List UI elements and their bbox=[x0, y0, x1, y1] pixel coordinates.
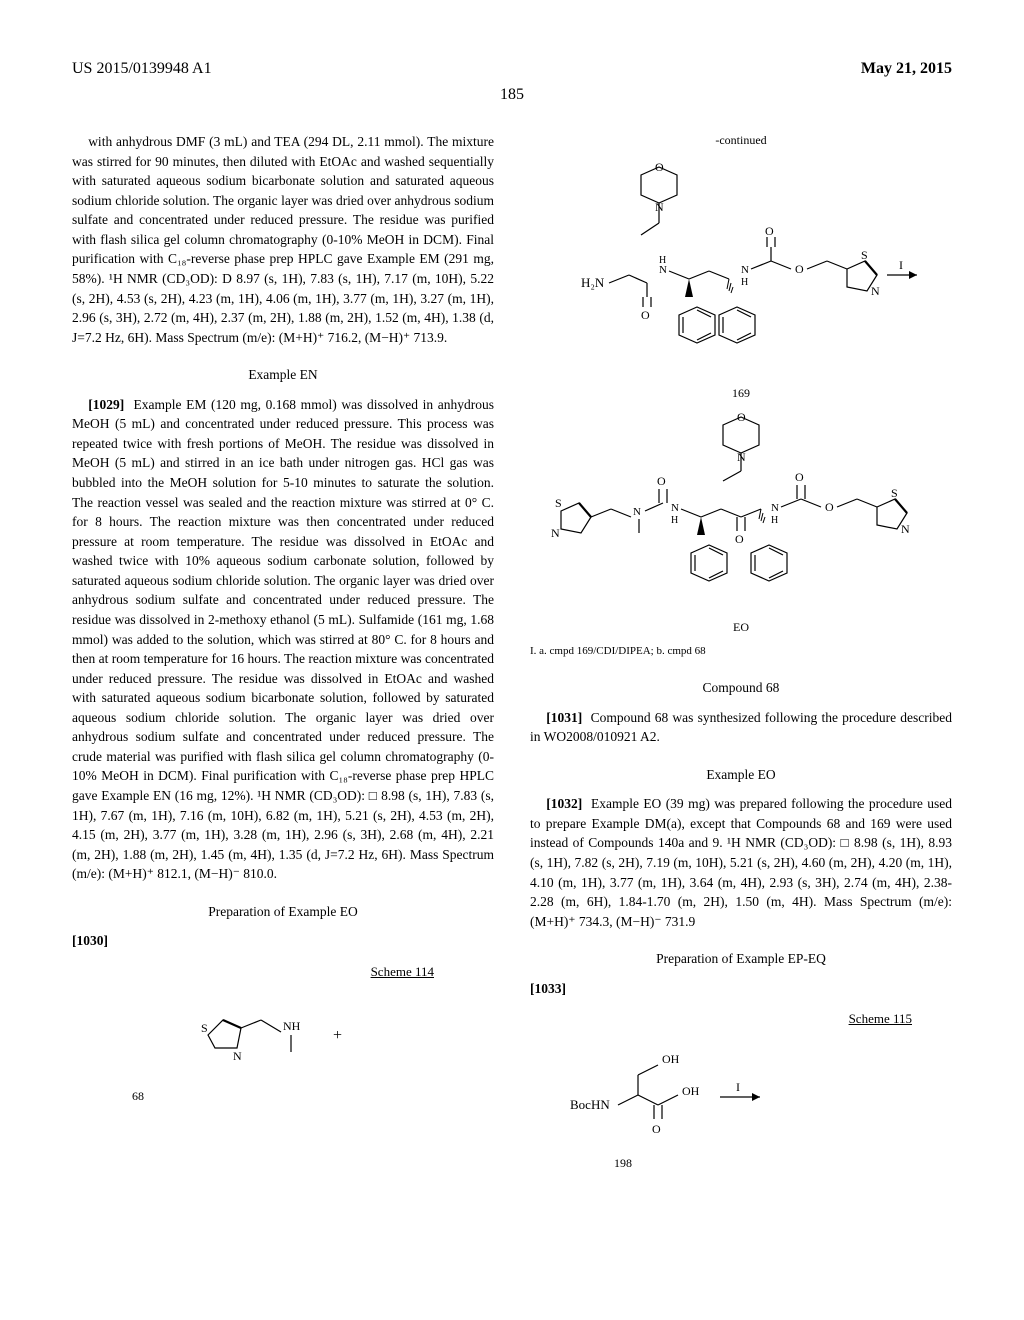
prep-heading: Preparation of Example EO bbox=[72, 902, 494, 922]
svg-text:I: I bbox=[899, 258, 903, 272]
right-column: -continued O N H₂N bbox=[530, 132, 952, 1181]
patent-number: US 2015/0139948 A1 bbox=[72, 60, 212, 78]
scheme-label: Scheme 114 bbox=[72, 963, 434, 982]
body-text: 1029 Example EM (120 mg, 0.168 mmol) was… bbox=[72, 395, 494, 884]
svg-text:N: N bbox=[633, 506, 641, 518]
paragraph-body: Example EO (39 mg) was prepared followin… bbox=[530, 796, 952, 928]
svg-text:O: O bbox=[657, 474, 666, 488]
svg-text:N: N bbox=[871, 284, 880, 298]
svg-text:S: S bbox=[891, 486, 898, 500]
example-heading: Example EN bbox=[72, 365, 494, 385]
chemical-structure-169: O N H₂N O N bbox=[530, 157, 952, 377]
publication-date: May 21, 2015 bbox=[861, 60, 952, 78]
paragraph-number: 1031 bbox=[546, 710, 582, 725]
svg-text:N: N bbox=[741, 264, 749, 276]
svg-text:O: O bbox=[795, 470, 804, 484]
svg-text:O: O bbox=[765, 224, 774, 238]
continued-label: -continued bbox=[530, 132, 952, 149]
svg-text:OH: OH bbox=[682, 1084, 700, 1098]
paragraph-body: Example EM (120 mg, 0.168 mmol) was diss… bbox=[72, 397, 494, 882]
svg-text:O: O bbox=[735, 532, 744, 546]
body-text: 1032 Example EO (39 mg) was prepared fol… bbox=[530, 794, 952, 931]
chemical-structure-198: BocHN O OH OH bbox=[560, 1037, 952, 1147]
paragraph-number: 1032 bbox=[546, 796, 582, 811]
body-text: 1033 bbox=[530, 979, 952, 999]
svg-text:N: N bbox=[901, 522, 910, 536]
paragraph-number: 1033 bbox=[530, 981, 566, 996]
paragraph-number: 1029 bbox=[88, 397, 124, 412]
page-number: 185 bbox=[72, 86, 952, 104]
svg-text:OH: OH bbox=[662, 1052, 680, 1066]
prep-heading: Preparation of Example EP-EQ bbox=[530, 949, 952, 969]
svg-text:S: S bbox=[861, 248, 868, 262]
svg-text:H: H bbox=[741, 277, 748, 288]
svg-text:S: S bbox=[555, 496, 562, 510]
svg-text:N: N bbox=[233, 1049, 242, 1063]
svg-text:O: O bbox=[795, 262, 804, 276]
paragraph-number: 1030 bbox=[72, 933, 108, 948]
svg-text:N: N bbox=[771, 502, 779, 514]
chemical-structure-68: S N NH + bbox=[72, 990, 494, 1080]
svg-text:I: I bbox=[736, 1080, 740, 1094]
svg-text:BocHN: BocHN bbox=[570, 1097, 610, 1112]
body-text: 1030 bbox=[72, 931, 494, 951]
left-column: with anhydrous DMF (3 mL) and TEA (294 D… bbox=[72, 132, 494, 1181]
compound-label: EO bbox=[530, 619, 952, 636]
compound-label: 68 bbox=[132, 1088, 494, 1105]
svg-text:H: H bbox=[671, 515, 678, 526]
compound-heading: Compound 68 bbox=[530, 678, 952, 698]
svg-text:H: H bbox=[771, 515, 778, 526]
page-header: US 2015/0139948 A1 May 21, 2015 bbox=[72, 60, 952, 78]
svg-text:O: O bbox=[655, 160, 664, 174]
compound-label: 198 bbox=[614, 1155, 952, 1172]
chemical-structure-eo: O N S N N bbox=[530, 411, 952, 611]
svg-text:NH: NH bbox=[283, 1019, 301, 1033]
body-text: 1031 Compound 68 was synthesized followi… bbox=[530, 708, 952, 747]
scheme-label: Scheme 115 bbox=[530, 1010, 912, 1029]
svg-text:H₂N: H₂N bbox=[581, 275, 605, 290]
svg-text:H: H bbox=[659, 255, 666, 266]
example-heading: Example EO bbox=[530, 765, 952, 785]
svg-text:N: N bbox=[551, 526, 560, 540]
svg-text:O: O bbox=[641, 308, 650, 322]
svg-text:O: O bbox=[825, 500, 834, 514]
svg-text:S: S bbox=[201, 1021, 208, 1035]
compound-label: 169 bbox=[530, 385, 952, 402]
svg-text:O: O bbox=[737, 411, 746, 424]
svg-text:+: + bbox=[333, 1027, 342, 1044]
reagent-conditions: I. a. cmpd 169/CDI/DIPEA; b. cmpd 68 bbox=[530, 644, 952, 660]
paragraph-body: Compound 68 was synthesized following th… bbox=[530, 710, 952, 745]
body-text: with anhydrous DMF (3 mL) and TEA (294 D… bbox=[72, 132, 494, 347]
svg-text:O: O bbox=[652, 1122, 661, 1136]
svg-text:N: N bbox=[671, 502, 679, 514]
